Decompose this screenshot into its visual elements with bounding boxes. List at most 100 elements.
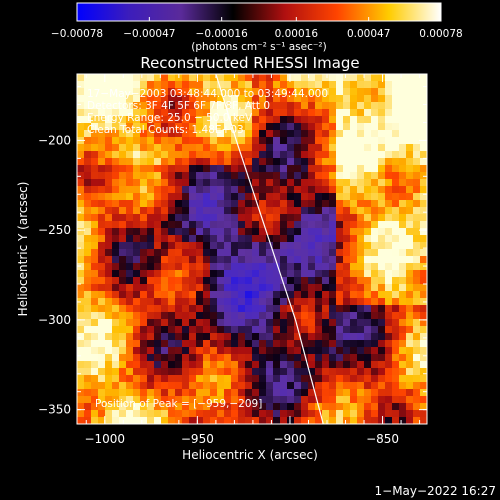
heatmap-cell — [357, 249, 365, 257]
heatmap-cell — [392, 200, 400, 208]
heatmap-cell — [308, 270, 316, 278]
heatmap-cell — [119, 186, 127, 194]
colorbar-tick-label: −0.00078 — [51, 28, 103, 40]
heatmap-cell — [350, 256, 358, 264]
heatmap-cell — [294, 396, 302, 404]
heatmap-cell — [217, 277, 225, 285]
heatmap-cell — [336, 137, 344, 145]
heatmap-cell — [308, 396, 316, 404]
heatmap-cell — [420, 88, 427, 96]
heatmap-cell — [140, 347, 148, 355]
heatmap-cell — [343, 186, 351, 194]
heatmap-cell — [371, 179, 379, 187]
heatmap-cell — [112, 130, 120, 138]
heatmap-cell — [336, 172, 344, 180]
heatmap-cell — [259, 319, 267, 327]
heatmap-cell — [336, 270, 344, 278]
heatmap-cell — [371, 214, 379, 222]
heatmap-cell — [224, 326, 232, 334]
heatmap-cell — [378, 109, 386, 117]
heatmap-cell — [273, 81, 281, 89]
heatmap-cell — [287, 130, 295, 138]
heatmap-cell — [308, 95, 316, 103]
heatmap-cell — [140, 417, 148, 424]
heatmap-cell — [329, 130, 337, 138]
heatmap-cell — [259, 200, 267, 208]
heatmap-cell — [231, 249, 239, 257]
heatmap-cell — [308, 242, 316, 250]
heatmap-cell — [238, 249, 246, 257]
heatmap-cell — [273, 368, 281, 376]
heatmap-cell — [91, 382, 99, 390]
heatmap-cell — [322, 347, 330, 355]
heatmap-cell — [217, 81, 225, 89]
heatmap-cell — [77, 284, 85, 292]
heatmap-cell — [308, 249, 316, 257]
heatmap-cell — [147, 305, 155, 313]
heatmap-cell — [287, 235, 295, 243]
heatmap-cell — [322, 235, 330, 243]
heatmap-cell — [154, 144, 162, 152]
heatmap-cell — [224, 333, 232, 341]
heatmap-cell — [231, 88, 239, 96]
heatmap-cell — [210, 221, 218, 229]
heatmap-cell — [357, 417, 365, 424]
heatmap-cell — [224, 305, 232, 313]
heatmap-cell — [385, 284, 393, 292]
heatmap-cell — [140, 263, 148, 271]
heatmap-cell — [140, 144, 148, 152]
heatmap-cell — [203, 382, 211, 390]
heatmap-cell — [259, 305, 267, 313]
heatmap-cell — [126, 396, 134, 404]
y-tick-label: −300 — [38, 313, 71, 327]
annotation-time-range: 17−May−2003 03:48:44.000 to 03:49:44.000 — [87, 88, 328, 100]
heatmap-cell — [252, 284, 260, 292]
heatmap-cell — [189, 200, 197, 208]
heatmap-cell — [217, 228, 225, 236]
heatmap-cell — [280, 151, 288, 159]
heatmap-cell — [350, 417, 358, 424]
heatmap-cell — [98, 361, 106, 369]
heatmap-cell — [322, 109, 330, 117]
heatmap-cell — [357, 186, 365, 194]
heatmap-cell — [245, 193, 253, 201]
heatmap-cell — [105, 88, 113, 96]
heatmap-cell — [357, 375, 365, 383]
heatmap-cell — [147, 235, 155, 243]
heatmap-cell — [273, 165, 281, 173]
heatmap-cell — [112, 123, 120, 131]
heatmap-cell — [126, 137, 134, 145]
heatmap-cell — [77, 263, 85, 271]
heatmap-cell — [329, 326, 337, 334]
heatmap-cell — [315, 186, 323, 194]
heatmap-cell — [77, 382, 85, 390]
heatmap-cell — [420, 158, 427, 166]
heatmap-cell — [357, 333, 365, 341]
heatmap-cell — [294, 256, 302, 264]
heatmap-cell — [322, 74, 330, 82]
heatmap-cell — [77, 235, 85, 243]
heatmap-cell — [273, 291, 281, 299]
heatmap-cell — [133, 396, 141, 404]
heatmap-cell — [245, 396, 253, 404]
heatmap-cell — [196, 109, 204, 117]
heatmap-cell — [357, 242, 365, 250]
heatmap-cell — [84, 270, 92, 278]
heatmap-cell — [91, 88, 99, 96]
heatmap-cell — [105, 291, 113, 299]
heatmap-cell — [413, 305, 421, 313]
heatmap-cell — [231, 263, 239, 271]
heatmap-cell — [364, 74, 372, 82]
heatmap-cell — [329, 284, 337, 292]
heatmap-cell — [91, 249, 99, 257]
heatmap-cell — [126, 326, 134, 334]
heatmap-cell — [161, 109, 169, 117]
heatmap-cell — [210, 179, 218, 187]
heatmap-cell — [273, 326, 281, 334]
heatmap-cell — [329, 165, 337, 173]
heatmap-cell — [182, 137, 190, 145]
heatmap-cell — [154, 74, 162, 82]
heatmap-cell — [294, 284, 302, 292]
heatmap-cell — [287, 361, 295, 369]
heatmap-cell — [399, 263, 407, 271]
